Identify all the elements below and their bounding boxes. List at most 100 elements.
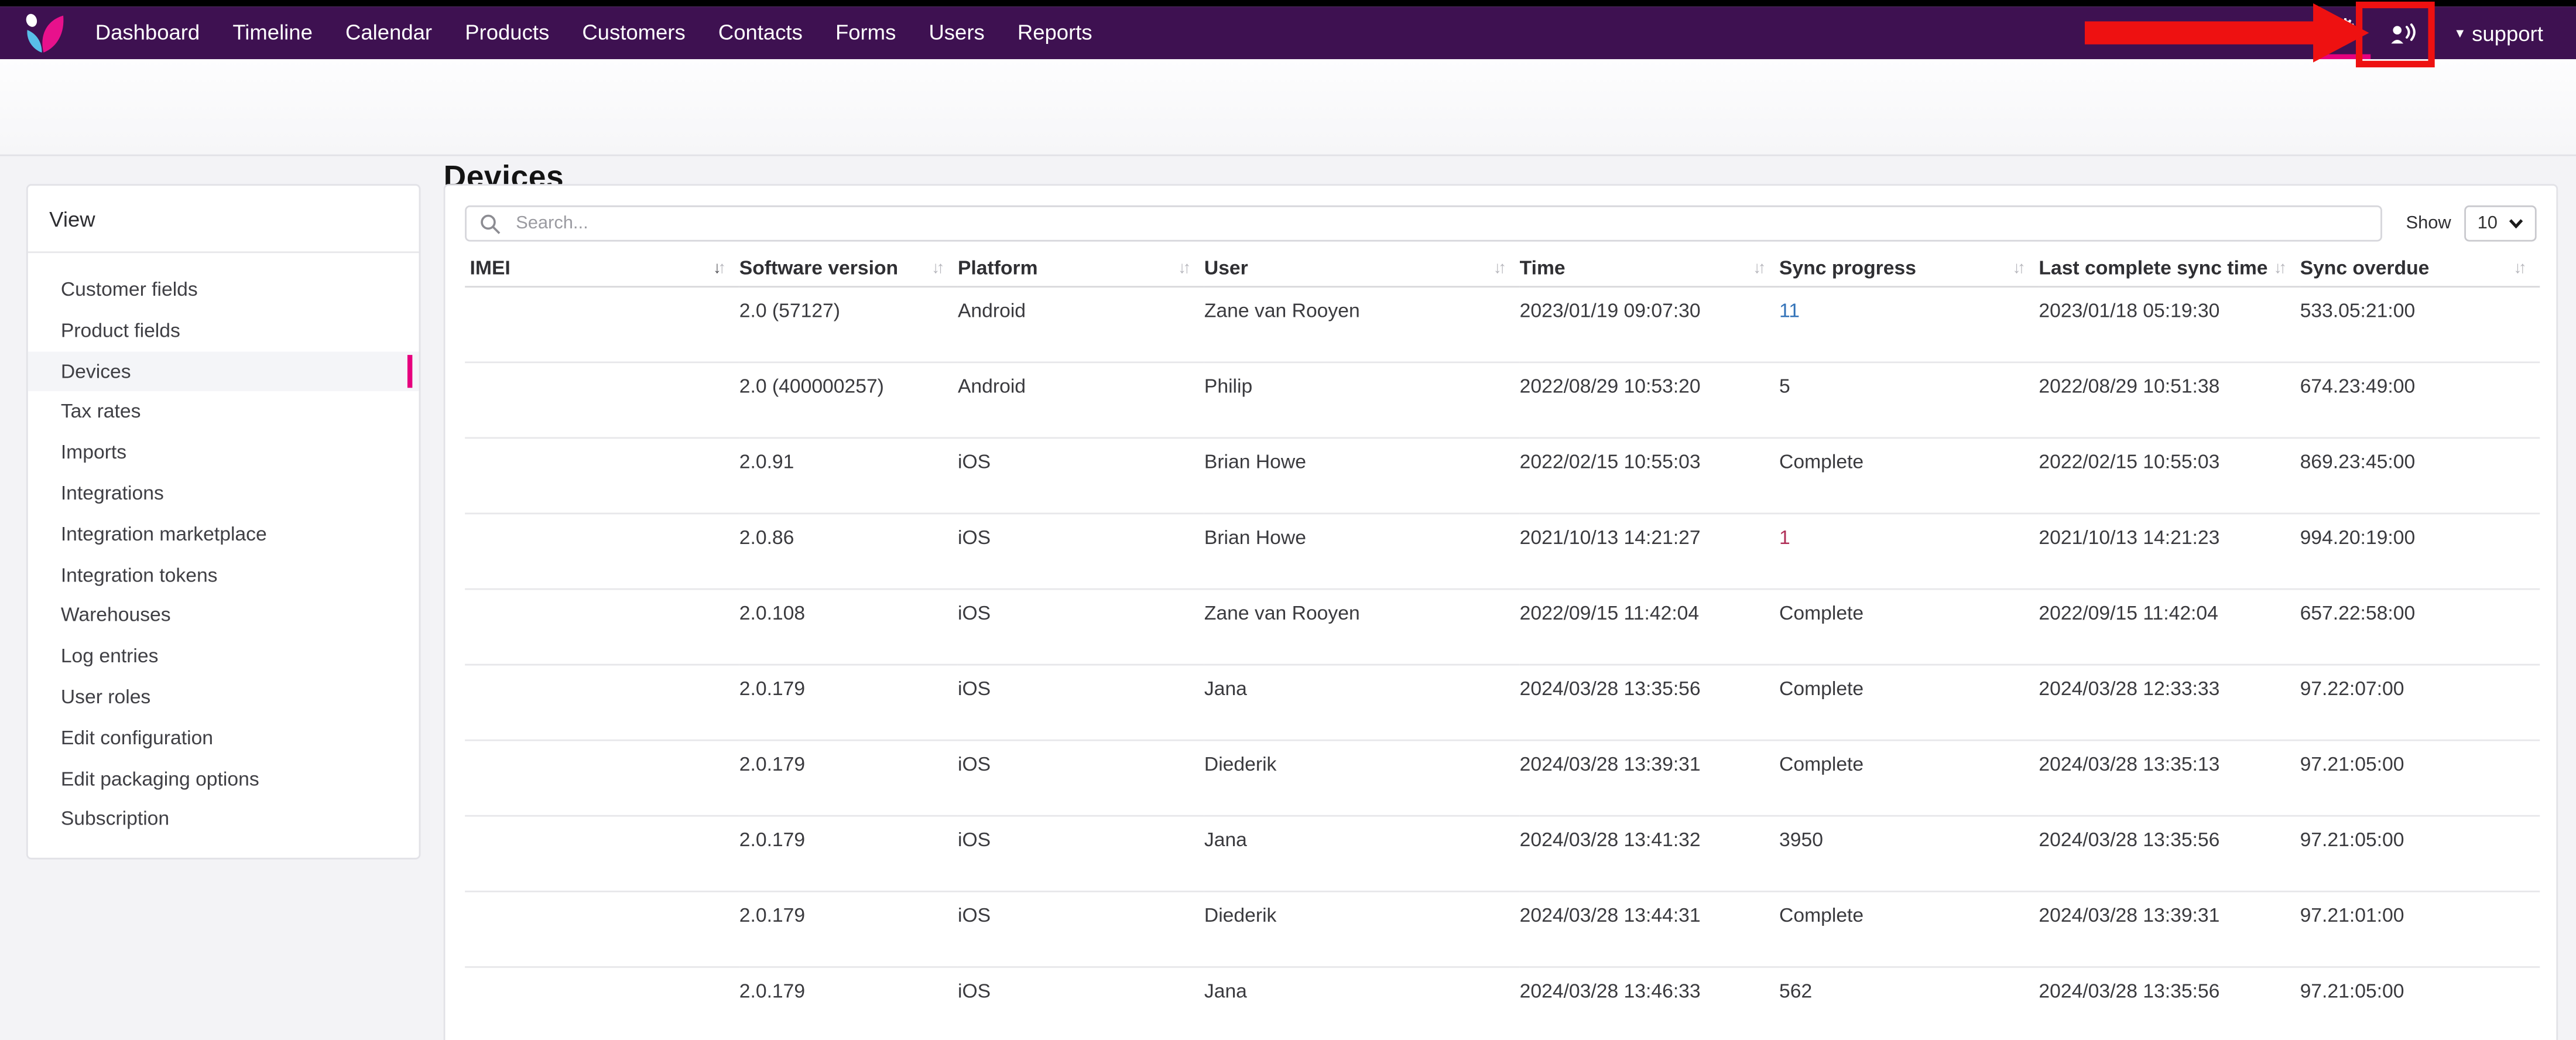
- cell-sync-progress[interactable]: Complete: [1779, 663, 2039, 741]
- sort-icons[interactable]: ↓↑: [1753, 259, 1766, 278]
- column-header-time[interactable]: Time ↓↑: [1519, 251, 1780, 287]
- nav-item-users[interactable]: Users: [929, 19, 985, 45]
- cell-software-version: 2.0 (400000257): [739, 361, 958, 438]
- device-row[interactable]: 2.0.179 iOS Jana 2024/03/28 13:46:33 562…: [465, 966, 2540, 1040]
- nav-item-customers[interactable]: Customers: [582, 19, 686, 45]
- cell-platform: iOS: [957, 663, 1204, 741]
- cell-sync-progress[interactable]: Complete: [1779, 437, 2039, 514]
- cell-sync-overdue: 994.20:19:00: [2300, 512, 2540, 589]
- device-row[interactable]: 2.0.179 iOS Diederik 2024/03/28 13:39:31…: [465, 739, 2540, 816]
- column-header-imei[interactable]: IMEI ↓↑: [465, 251, 739, 287]
- cell-user: Jana: [1204, 663, 1520, 741]
- devices-table: IMEI ↓↑ Software version ↓↑ Platform ↓↑ Use…: [465, 251, 2540, 1040]
- cell-sync-progress[interactable]: 5: [1779, 361, 2039, 438]
- cell-sync-progress[interactable]: Complete: [1779, 739, 2039, 816]
- annotation-arrow-head: [2313, 3, 2369, 63]
- nav-item-products[interactable]: Products: [465, 19, 550, 45]
- announcements-nav-item[interactable]: [2390, 22, 2417, 43]
- cell-software-version: 2.0.108: [739, 588, 958, 665]
- cell-imei: [465, 966, 739, 1040]
- device-row[interactable]: 2.0.91 iOS Brian Howe 2022/02/15 10:55:0…: [465, 437, 2540, 514]
- cell-last-complete-sync-time: 2021/10/13 14:21:23: [2039, 512, 2300, 589]
- search-box[interactable]: [465, 205, 2383, 242]
- cell-imei: [465, 286, 739, 362]
- nav-item-timeline[interactable]: Timeline: [232, 19, 313, 45]
- device-row[interactable]: 2.0.86 iOS Brian Howe 2021/10/13 14:21:2…: [465, 512, 2540, 589]
- cell-platform: iOS: [957, 815, 1204, 892]
- cell-sync-progress[interactable]: 562: [1779, 966, 2039, 1040]
- sort-icons[interactable]: ↓↑: [2273, 259, 2287, 278]
- sort-icons[interactable]: ↓↑: [1493, 259, 1507, 278]
- cell-software-version: 2.0.179: [739, 663, 958, 741]
- chevron-down-icon: [2509, 219, 2523, 229]
- sidebar-item-user-roles[interactable]: User roles: [60, 685, 151, 709]
- cell-last-complete-sync-time: 2022/02/15 10:55:03: [2039, 437, 2300, 514]
- cell-sync-overdue: 674.23:49:00: [2300, 361, 2540, 438]
- cell-last-complete-sync-time: 2022/08/29 10:51:38: [2039, 361, 2300, 438]
- sidebar-item-customer-fields[interactable]: Customer fields: [60, 278, 198, 301]
- support-menu[interactable]: ▾ support: [2456, 20, 2543, 45]
- nav-item-dashboard[interactable]: Dashboard: [95, 19, 200, 45]
- sidebar-item-integration-marketplace[interactable]: Integration marketplace: [60, 522, 267, 546]
- sidebar-item-integration-tokens[interactable]: Integration tokens: [60, 563, 218, 586]
- cell-user: Jana: [1204, 815, 1520, 892]
- nav-item-forms[interactable]: Forms: [835, 19, 896, 45]
- sort-icons[interactable]: ↓↑: [2012, 259, 2026, 278]
- cell-time: 2023/01/19 09:07:30: [1519, 286, 1780, 362]
- sidebar-item-edit-packaging-options[interactable]: Edit packaging options: [60, 767, 259, 790]
- cell-sync-progress[interactable]: Complete: [1779, 588, 2039, 665]
- cell-sync-progress[interactable]: 1: [1779, 512, 2039, 589]
- nav-item-contacts[interactable]: Contacts: [718, 19, 803, 45]
- sidebar-item-edit-configuration[interactable]: Edit configuration: [60, 726, 214, 749]
- cell-sync-overdue: 97.22:07:00: [2300, 663, 2540, 741]
- page-size-select[interactable]: 10: [2464, 205, 2537, 242]
- nav-item-reports[interactable]: Reports: [1017, 19, 1092, 45]
- column-header-user[interactable]: User ↓↑: [1204, 251, 1520, 287]
- sidebar-item-log-entries[interactable]: Log entries: [60, 644, 159, 668]
- sidebar-item-warehouses[interactable]: Warehouses: [60, 603, 171, 627]
- cell-time: 2022/02/15 10:55:03: [1519, 437, 1780, 514]
- cell-sync-progress[interactable]: Complete: [1779, 890, 2039, 967]
- sidebar-item-tax-rates[interactable]: Tax rates: [60, 399, 141, 423]
- device-row[interactable]: 2.0.179 iOS Jana 2024/03/28 13:41:32 395…: [465, 815, 2540, 892]
- sort-icons[interactable]: ↓↑: [712, 259, 727, 278]
- cell-sync-progress[interactable]: 3950: [1779, 815, 2039, 892]
- cell-user: Zane van Rooyen: [1204, 588, 1520, 665]
- cell-user: Jana: [1204, 966, 1520, 1040]
- column-header-last-complete-sync-time[interactable]: Last complete sync time ↓↑: [2039, 251, 2300, 287]
- column-header-sync-overdue[interactable]: Sync overdue ↓↑: [2300, 251, 2540, 287]
- primary-nav: Dashboard Timeline Calendar Products Cus…: [79, 6, 1109, 59]
- device-row[interactable]: 2.0.179 iOS Jana 2024/03/28 13:35:56 Com…: [465, 663, 2540, 741]
- sidebar-item-imports[interactable]: Imports: [60, 440, 127, 464]
- sidebar-item-product-fields[interactable]: Product fields: [60, 318, 180, 342]
- sort-icons[interactable]: ↓↑: [1177, 259, 1191, 278]
- device-row[interactable]: 2.0 (57127) Android Zane van Rooyen 2023…: [465, 286, 2540, 362]
- cell-imei: [465, 512, 739, 589]
- device-row[interactable]: 2.0.179 iOS Diederik 2024/03/28 13:44:31…: [465, 890, 2540, 967]
- cell-software-version: 2.0.91: [739, 437, 958, 514]
- sidebar-item-subscription[interactable]: Subscription: [60, 807, 170, 831]
- top-navigation-bar: Dashboard Timeline Calendar Products Cus…: [0, 0, 2576, 60]
- device-row[interactable]: 2.0.108 iOS Zane van Rooyen 2022/09/15 1…: [465, 588, 2540, 665]
- cell-platform: iOS: [957, 588, 1204, 665]
- sidebar-item-integrations[interactable]: Integrations: [60, 481, 164, 505]
- column-header-software-version[interactable]: Software version ↓↑: [739, 251, 958, 287]
- cell-user: Brian Howe: [1204, 437, 1520, 514]
- cell-last-complete-sync-time: 2024/03/28 13:35:56: [2039, 966, 2300, 1040]
- cell-platform: iOS: [957, 437, 1204, 514]
- cell-sync-overdue: 97.21:05:00: [2300, 739, 2540, 816]
- column-header-sync-progress[interactable]: Sync progress ↓↑: [1779, 251, 2039, 287]
- show-label: Show: [2406, 213, 2451, 234]
- device-row[interactable]: 2.0 (400000257) Android Philip 2022/08/2…: [465, 361, 2540, 438]
- cell-sync-progress[interactable]: 11: [1779, 286, 2039, 362]
- sort-icons[interactable]: ↓↑: [2513, 259, 2527, 278]
- column-header-platform[interactable]: Platform ↓↑: [957, 251, 1204, 287]
- cell-imei: [465, 588, 739, 665]
- cell-sync-overdue: 97.21:05:00: [2300, 966, 2540, 1040]
- nav-item-calendar[interactable]: Calendar: [345, 19, 433, 45]
- search-input[interactable]: [512, 211, 2368, 235]
- sort-icons[interactable]: ↓↑: [931, 259, 945, 278]
- cell-imei: [465, 815, 739, 892]
- app-logo[interactable]: [21, 12, 66, 54]
- sidebar-item-devices[interactable]: Devices: [28, 351, 419, 392]
